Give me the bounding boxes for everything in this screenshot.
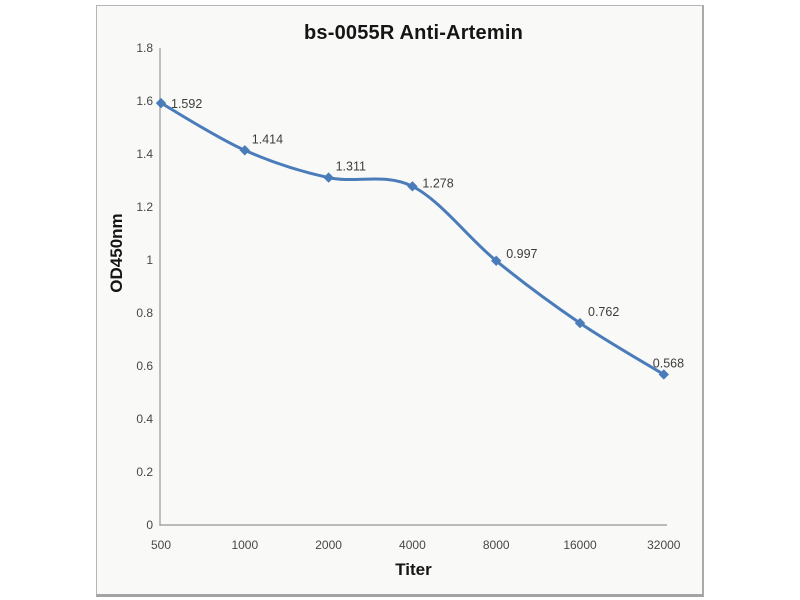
chart-frame: bs-0055R Anti-Artemin OD450nm 0 0.2 0.4 0.6… [96,5,704,597]
data-point-marker [491,255,502,266]
y-tick-label: 0.2 [136,465,153,479]
y-tick-label: 0.4 [136,412,153,426]
y-tick-label: 1.2 [136,200,153,214]
data-point-label: 1.414 [252,132,283,146]
x-tick-label: 500 [151,538,171,552]
series-line [159,101,666,376]
y-tick-label: 1.8 [136,41,153,55]
data-point-label: 1.592 [171,97,202,111]
y-tick-label: 1.4 [136,147,153,161]
data-point-marker [407,181,418,192]
data-point-marker [658,369,669,380]
data-point-label: 0.762 [588,305,619,319]
data-point-marker [574,317,586,329]
x-tick-label: 2000 [315,538,342,552]
y-tick-label: 1 [146,253,153,267]
data-point-label: 1.311 [336,160,366,174]
chart-title: bs-0055R Anti-Artemin [303,22,524,44]
y-tick-label: 1.6 [136,94,153,108]
y-tick-label: 0.8 [136,306,153,320]
y-tick-label: 0 [146,518,153,532]
data-point-label: 1.278 [422,176,453,190]
x-tick-label: 16000 [563,538,597,552]
x-tick-label: 1000 [231,538,258,552]
x-tick-label: 32000 [647,538,681,552]
data-point-label: 0.568 [653,356,684,370]
data-point-marker [239,145,250,156]
titer-response-plot: 0 0.2 0.4 0.6 0.8 1 1.2 1.4 1.6 1.8 500 1000 2000 400… [136,41,684,552]
x-tick-label: 8000 [483,538,510,552]
data-point-label: 0.997 [506,247,537,261]
data-point-marker [323,172,334,183]
y-tick-label: 0.6 [136,359,153,373]
x-tick-label: 4000 [399,538,426,552]
x-axis-title: Titer [395,560,432,579]
